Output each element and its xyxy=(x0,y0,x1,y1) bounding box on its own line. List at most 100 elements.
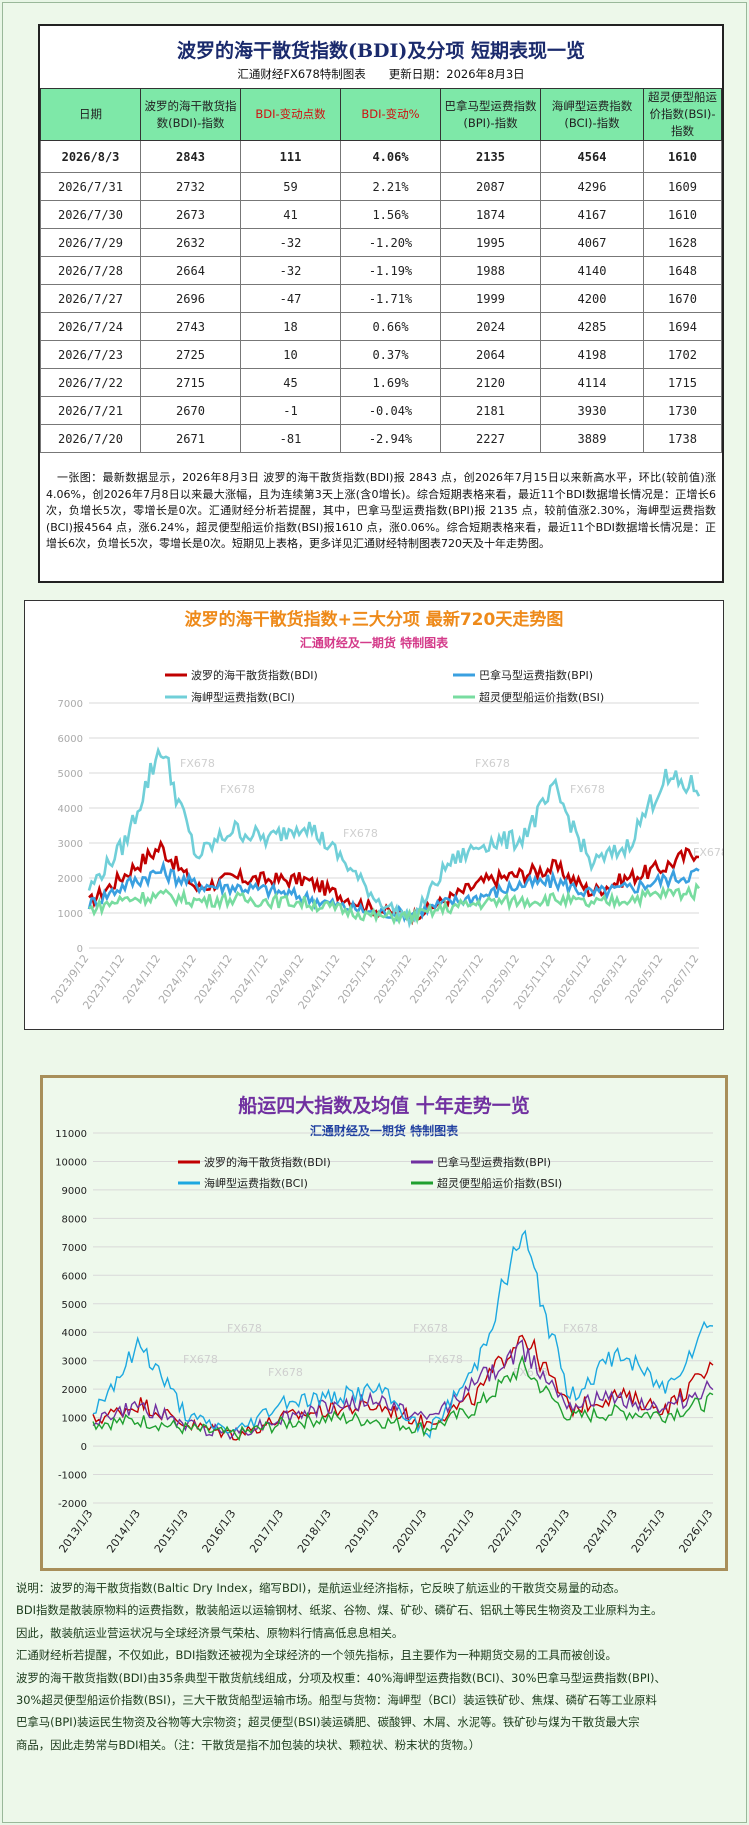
table-cell: 2026/7/28 xyxy=(40,256,141,285)
table-row: 2026/7/21 2670 -1 -0.04% 2181 3930 1730 xyxy=(40,396,722,425)
table-title: 波罗的海干散货指数(BDI)及分项 短期表现一览 xyxy=(176,40,586,62)
y-tick-label: 4000 xyxy=(58,804,83,815)
x-tick-label: 2014/1/3 xyxy=(104,1507,143,1555)
series-line-3 xyxy=(92,1354,714,1442)
bdi-data-table: 日期 波罗的海干散货指数(BDI)-指数 BDI-变动点数 BDI-变动% 巴拿… xyxy=(40,88,722,453)
y-tick-label: 4000 xyxy=(62,1328,87,1339)
table-cell: 4285 xyxy=(540,312,644,341)
watermark: FX678 xyxy=(693,846,723,859)
watermark: FX678 xyxy=(563,1322,598,1335)
table-row: 2026/7/29 2632 -32 -1.20% 1995 4067 1628 xyxy=(40,228,722,257)
y-tick-label: 8000 xyxy=(62,1214,87,1225)
table-cell: 2227 xyxy=(440,424,541,453)
table-cell: 4067 xyxy=(540,228,644,257)
table-row: 2026/7/22 2715 45 1.69% 2120 4114 1715 xyxy=(40,368,722,397)
table-cell: -81 xyxy=(240,424,341,453)
legend-label: 海岬型运费指数(BCI) xyxy=(191,690,295,704)
y-tick-label: 6000 xyxy=(58,734,83,745)
table-cell: 4140 xyxy=(540,256,644,285)
table-row: 2026/7/28 2664 -32 -1.19% 1988 4140 1648 xyxy=(40,256,722,285)
y-tick-label: 7000 xyxy=(58,699,83,710)
table-cell: 1702 xyxy=(643,340,722,369)
y-tick-label: 5000 xyxy=(58,769,83,780)
x-tick-label: 2019/1/3 xyxy=(343,1507,382,1555)
legend-label: 超灵便型船运价指数(BSI) xyxy=(437,1176,562,1190)
chart-title: 船运四大指数及均值 十年走势一览 xyxy=(238,1094,530,1117)
legend-label: 超灵便型船运价指数(BSI) xyxy=(479,690,604,704)
table-cell: 2026/7/20 xyxy=(40,424,141,453)
table-cell: 4564 xyxy=(540,140,644,173)
y-tick-label: 7000 xyxy=(62,1243,87,1254)
table-cell: 2696 xyxy=(140,284,241,313)
description-line: 说明：波罗的海干散货指数(Baltic Dry Index，缩写BDI)，是航运… xyxy=(16,1581,626,1595)
header-bsi: 超灵便型船运价指数(BSI)-指数 xyxy=(643,88,722,141)
x-tick-label: 2025/1/3 xyxy=(629,1507,668,1555)
table-cell: 45 xyxy=(240,368,341,397)
table-cell: 2664 xyxy=(140,256,241,285)
table-cell: 2026/8/3 xyxy=(40,140,141,173)
table-cell: 4167 xyxy=(540,200,644,229)
y-tick-label: 5000 xyxy=(62,1300,87,1311)
y-tick-label: 3000 xyxy=(62,1357,87,1368)
table-row: 2026/7/24 2743 18 0.66% 2024 4285 1694 xyxy=(40,312,722,341)
table-cell: -32 xyxy=(240,228,341,257)
y-tick-label: 2000 xyxy=(58,874,83,885)
table-cell: 1648 xyxy=(643,256,722,285)
chart-720-day: 波罗的海干散货指数+三大分项 最新720天走势图 汇通财经及一期货 特制图表 0 10… xyxy=(24,600,724,1030)
table-cell: 2026/7/24 xyxy=(40,312,141,341)
header-bci: 海岬型运费指数(BCI)-指数 xyxy=(540,88,644,141)
watermark: FX678 xyxy=(428,1353,463,1366)
watermark: FX678 xyxy=(343,827,378,840)
legend-label: 巴拿马型运费指数(BPI) xyxy=(479,668,593,682)
table-cell: 2732 xyxy=(140,172,241,201)
table-cell: 1609 xyxy=(643,172,722,201)
table-cell: 2026/7/21 xyxy=(40,396,141,425)
table-cell: 4200 xyxy=(540,284,644,313)
table-cell: -0.04% xyxy=(340,396,441,425)
table-cell: -1 xyxy=(240,396,341,425)
table-cell: 1628 xyxy=(643,228,722,257)
table-cell: 10 xyxy=(240,340,341,369)
watermark: FX678 xyxy=(475,757,510,770)
table-cell: 3889 xyxy=(540,424,644,453)
watermark: FX678 xyxy=(268,1366,303,1379)
table-cell: -32 xyxy=(240,256,341,285)
table-cell: 2.21% xyxy=(340,172,441,201)
legend-label: 波罗的海干散货指数(BDI) xyxy=(204,1155,331,1169)
table-cell: 2120 xyxy=(440,368,541,397)
y-tick-label: 0 xyxy=(81,1442,87,1453)
watermark: FX678 xyxy=(413,1322,448,1335)
x-tick-label: 2016/1/3 xyxy=(200,1507,239,1555)
x-tick-label: 2017/1/3 xyxy=(247,1507,286,1555)
table-body: 2026/8/3 2843 111 4.06% 2135 4564 1610 2026/7/3… xyxy=(40,140,722,453)
table-cell: 2087 xyxy=(440,172,541,201)
table-cell: 111 xyxy=(240,140,341,173)
table-cell: 2673 xyxy=(140,200,241,229)
table-cell: 1610 xyxy=(643,200,722,229)
description-block: 说明：波罗的海干散货指数(Baltic Dry Index，缩写BDI)，是航运… xyxy=(16,1577,742,1756)
y-tick-label: -1000 xyxy=(58,1471,87,1482)
y-tick-label: 6000 xyxy=(62,1271,87,1282)
y-tick-label: 1000 xyxy=(62,1414,87,1425)
table-cell: 4114 xyxy=(540,368,644,397)
table-cell: 1694 xyxy=(643,312,722,341)
description-line: 30%超灵便型船运价指数(BSI)，三大干散货船型运输市场。船型与货物：海岬型（… xyxy=(16,1693,657,1708)
header-date: 日期 xyxy=(40,88,141,141)
table-cell: 1874 xyxy=(440,200,541,229)
table-cell: -1.71% xyxy=(340,284,441,313)
table-cell: 2024 xyxy=(440,312,541,341)
table-row: 2026/7/30 2673 41 1.56% 1874 4167 1610 xyxy=(40,200,722,229)
table-cell: 2632 xyxy=(140,228,241,257)
table-cell: 2064 xyxy=(440,340,541,369)
y-tick-label: 2000 xyxy=(62,1385,87,1396)
watermark: FX678 xyxy=(183,1353,218,1366)
header-bdi-change: BDI-变动点数 xyxy=(240,88,341,141)
table-cell: 4198 xyxy=(540,340,644,369)
table-header-row: 日期 波罗的海干散货指数(BDI)-指数 BDI-变动点数 BDI-变动% 巴拿… xyxy=(40,88,722,141)
table-cell: 1670 xyxy=(643,284,722,313)
header-bdi-pct: BDI-变动% xyxy=(340,88,441,141)
table-cell: 2026/7/27 xyxy=(40,284,141,313)
header-bdi: 波罗的海干散货指数(BDI)-指数 xyxy=(140,88,241,141)
table-cell: 2743 xyxy=(140,312,241,341)
y-tick-label: 10000 xyxy=(55,1157,87,1168)
